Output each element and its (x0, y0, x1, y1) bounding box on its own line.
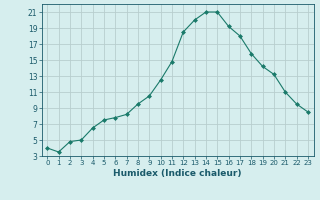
X-axis label: Humidex (Indice chaleur): Humidex (Indice chaleur) (113, 169, 242, 178)
